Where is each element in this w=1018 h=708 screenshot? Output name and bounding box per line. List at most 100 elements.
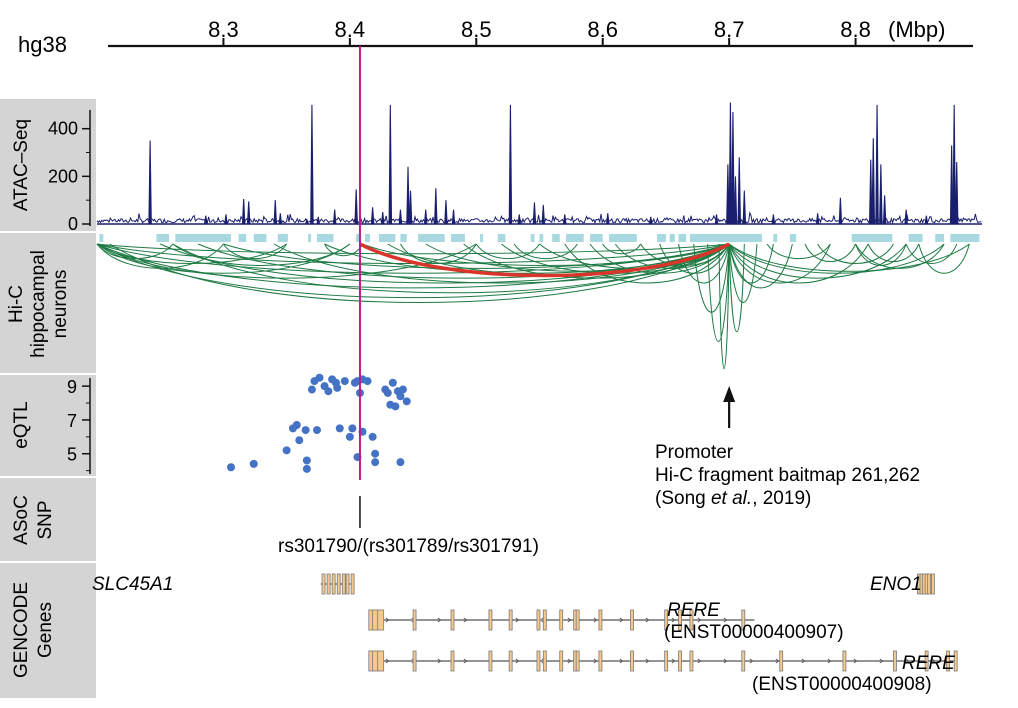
hic-fragment [497,234,506,242]
snp-label: rs301790/(rs301789/rs301791) [278,536,539,557]
hic-loop [728,243,945,274]
atac-peak [310,104,314,225]
gene-exon [559,650,564,672]
hic-fragment [678,234,687,242]
hic-loop [659,243,730,274]
gene-strand-mark [619,617,624,623]
genome-tick-label: 8.4 [335,17,366,42]
hic-loop [905,243,958,264]
gene-exon [377,650,385,672]
atac-peak [952,104,956,225]
hic-loop [96,243,477,279]
hic-fragment [238,234,247,242]
eqtl-point [292,421,301,429]
hic-fragment [316,234,334,242]
hic-fragment [773,234,778,242]
hic-loop [728,243,745,333]
hic-track-sublabel: hippocampal [28,250,49,358]
atac-peak [871,138,876,225]
genes-track-sublabel: Genes [35,602,56,658]
gene-exon [536,609,541,631]
gene-exon [536,650,541,672]
gene-exon [842,650,847,672]
gene-strand-mark [437,617,442,623]
eqtl-point [345,432,354,441]
hic-loop [707,243,730,342]
asoc-track-label: ASoC [11,495,32,545]
gene-exon [321,573,326,595]
gene-strand-mark [671,658,676,664]
atac-peak [868,159,873,225]
hic-loop [96,243,351,274]
atac-peak [726,164,730,225]
hic-loops [96,242,970,369]
atac-peak [517,214,522,225]
hic-fragment [789,234,797,242]
gene-exon [953,650,958,672]
atac-peak [728,102,733,225]
hic-track-sublabel2: neurons [50,270,71,339]
atac-peak [838,197,843,225]
gene-strand-mark [463,658,468,664]
eqtl-point [348,424,357,433]
atac-peak [278,213,283,225]
genome-axis-ticks: 8.3 8.4 8.5 8.6 8.7 8.8 [208,17,871,46]
atac-peak [733,176,738,225]
atac-peak [423,209,428,225]
eqtl-point [227,463,236,472]
eqtl-point [402,397,411,406]
eqtl-points [227,373,411,473]
transcript-label-rere-2: (ENST00000400908) [752,674,932,695]
gene-exon [779,650,784,672]
hic-fragment [480,234,484,242]
gene-exon [630,609,634,631]
atac-peak [532,202,537,225]
atac-peak [714,214,719,225]
gene-exon [412,650,417,672]
gene-exon [575,609,580,631]
hic-loop [728,243,774,284]
atac-signal [96,102,982,225]
gene-strand-mark [645,617,650,623]
gene-exon [412,609,417,631]
gene-exon [741,650,746,672]
eqtl-point [333,383,342,392]
atac-peak [434,188,438,225]
hic-fragment [552,234,560,242]
gene-exon [598,609,603,631]
atac-peak [508,104,513,225]
gene-exon [741,609,746,631]
hic-fragment [156,234,170,242]
gene-exon [559,609,564,631]
gene-strand-mark [437,658,442,664]
hic-fragment [530,234,535,242]
gene-exon [508,609,513,631]
hic-loop [223,243,288,260]
eqtl-label-panel [0,375,96,476]
gene-strand-mark [671,617,676,623]
gene-strand-mark [567,617,572,623]
hic-fragment [175,234,232,242]
eqtl-point [312,426,321,435]
gene-exon [341,573,346,595]
hic-fragments [99,234,980,242]
atac-peak [954,162,959,225]
gene-strand-mark [515,658,520,664]
eqtl-point [301,426,310,435]
gene-models [320,573,958,672]
citation-label: (Song et al., 2019) [655,488,811,509]
hic-loop [602,243,642,255]
gene-exon [946,650,950,672]
eqtl-point [396,392,405,401]
gene-exon [508,650,513,672]
eqtl-track-label: eQTL [11,401,32,449]
gene-strand-mark [567,658,572,664]
hic-fragment [356,234,360,242]
gene-exon [689,609,694,631]
atac-tick-label: 400 [48,119,78,139]
hic-fragment [539,234,544,242]
citation-post: , 2019) [752,488,811,509]
atac-peak [771,214,776,225]
assembly-label: hg38 [18,32,67,57]
